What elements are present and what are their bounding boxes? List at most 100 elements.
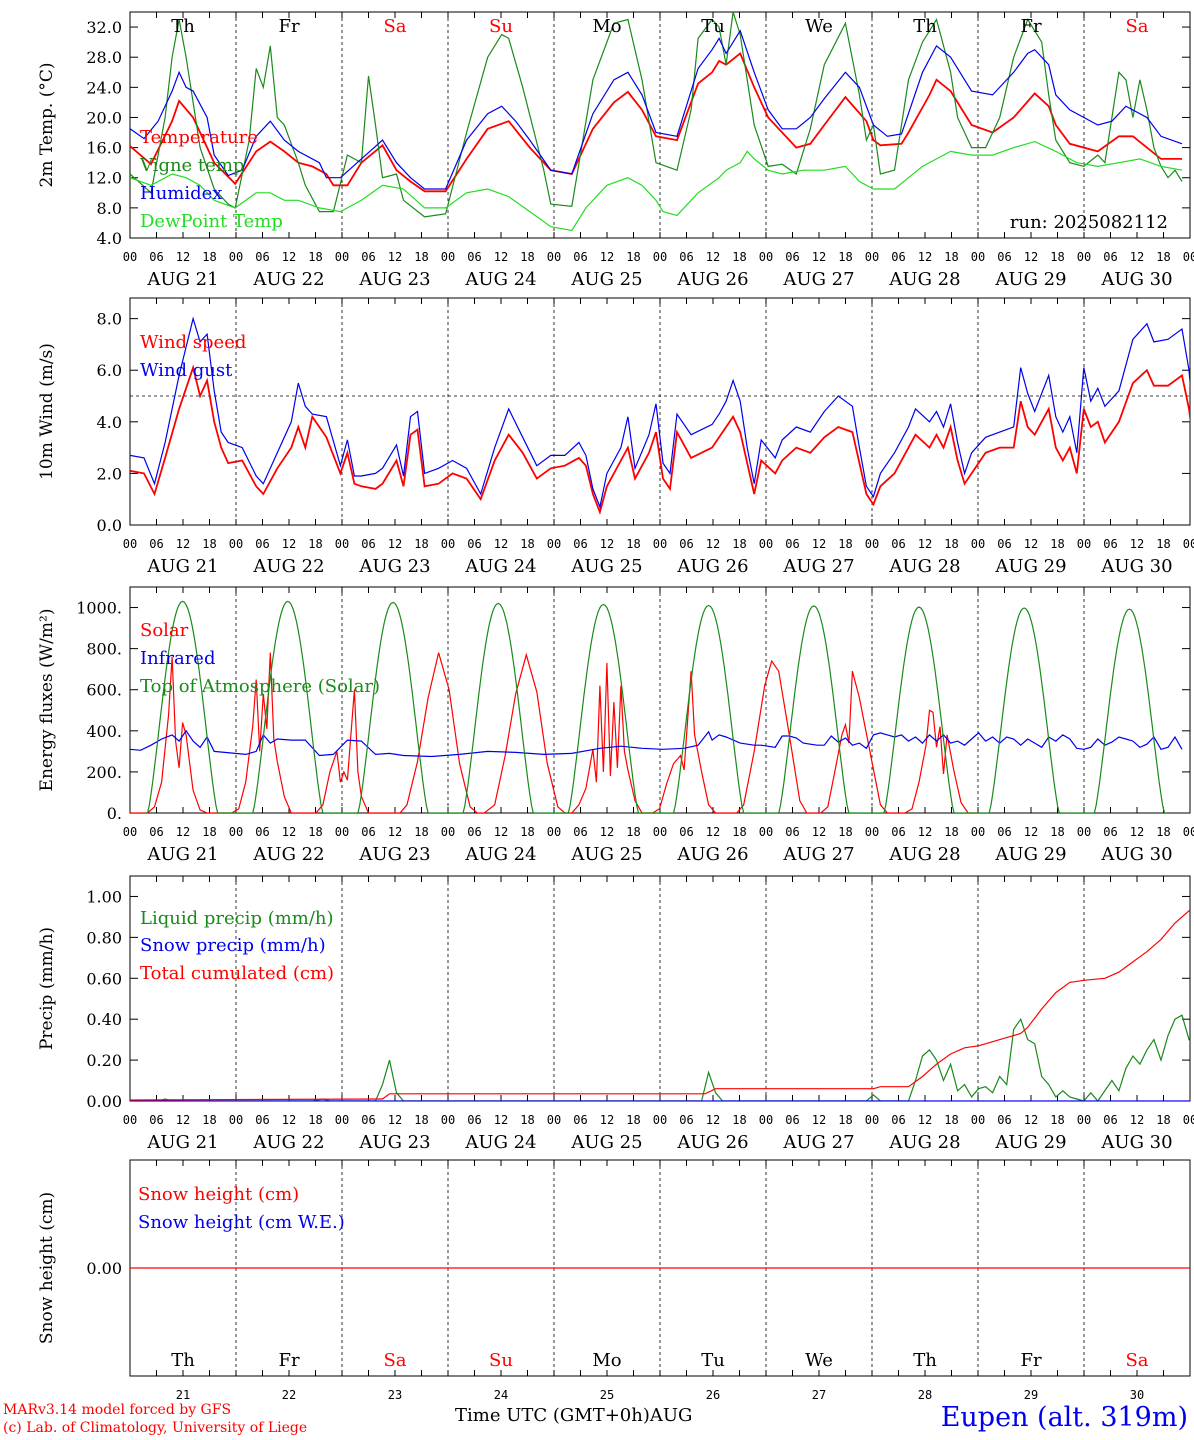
hour-tick-label: 18 [1050,825,1064,839]
day-name-label: Th [171,1350,195,1371]
hour-tick-label: 12 [812,250,826,264]
hour-tick-label: 12 [706,825,720,839]
hour-tick-label: 00 [1077,1113,1091,1127]
series-line [130,908,1190,1101]
hour-tick-label: 00 [759,1113,773,1127]
x-axis-title: Time UTC (GMT+0h) [455,1405,650,1426]
hour-tick-label: 00 [759,825,773,839]
series-line [130,316,1190,510]
hour-tick-label: 06 [255,1113,269,1127]
hour-tick-label: 00 [547,537,561,551]
hour-tick-label: 18 [732,250,746,264]
date-label: AUG 22 [252,556,324,577]
hour-tick-label: 00 [335,537,349,551]
hour-tick-label: 06 [891,1113,905,1127]
y-axis-label: 2m Temp. (°C) [37,62,57,187]
y-tick-label: 0.00 [86,1259,122,1278]
hour-tick-label: 00 [123,825,137,839]
date-label: AUG 24 [464,1132,536,1153]
hour-tick-label: 18 [1050,1113,1064,1127]
hour-tick-label: 00 [335,1113,349,1127]
day-number-label: 22 [282,1388,296,1402]
legend-entry: Wind gust [140,360,233,381]
date-label: AUG 25 [570,269,642,290]
y-axis-label: 10m Wind (m/s) [37,343,57,480]
hour-tick-label: 12 [1024,825,1038,839]
hour-tick-label: 00 [1183,1113,1194,1127]
date-label: AUG 29 [994,1132,1066,1153]
x-axis-month: AUG [649,1405,693,1426]
date-label: AUG 23 [358,844,430,865]
day-name-label: Th [913,1350,937,1371]
hour-tick-label: 00 [1077,537,1091,551]
hour-tick-label: 12 [176,825,190,839]
footer-credit-line: (c) Lab. of Climatology, University of L… [3,1420,308,1436]
hour-tick-label: 12 [494,537,508,551]
day-number-label: 28 [918,1388,932,1402]
date-label: AUG 24 [464,844,536,865]
hour-tick-label: 12 [388,250,402,264]
hour-tick-label: 12 [282,1113,296,1127]
hour-tick-label: 06 [1103,1113,1117,1127]
hour-tick-label: 06 [361,537,375,551]
hour-tick-label: 12 [388,825,402,839]
hour-tick-label: 06 [255,250,269,264]
hour-tick-label: 06 [573,250,587,264]
hour-tick-label: 06 [891,537,905,551]
hour-tick-label: 06 [361,825,375,839]
date-label: AUG 25 [570,556,642,577]
y-tick-label: 0.00 [86,1092,122,1111]
y-tick-label: 600. [86,681,122,700]
hour-tick-label: 18 [626,1113,640,1127]
hour-tick-label: 06 [679,825,693,839]
legend-entry: Vigne temp [139,155,244,176]
hour-tick-label: 06 [467,537,481,551]
legend-entry: Humidex [140,183,222,204]
hour-tick-label: 18 [1050,250,1064,264]
hour-tick-label: 12 [918,250,932,264]
legend-entry: Snow precip (mm/h) [140,935,326,956]
day-name-label: Tu [701,16,725,37]
y-tick-label: 8.0 [97,310,122,329]
date-label: AUG 30 [1100,1132,1172,1153]
hour-tick-label: 06 [573,537,587,551]
hour-tick-label: 12 [600,825,614,839]
day-name-label: Th [913,16,937,37]
hour-tick-label: 12 [706,250,720,264]
hour-tick-label: 06 [891,825,905,839]
hour-tick-label: 00 [653,250,667,264]
date-label: AUG 27 [782,556,854,577]
legend-entry: Infrared [140,648,215,669]
hour-tick-label: 18 [520,250,534,264]
date-label: AUG 28 [888,1132,960,1153]
hour-tick-label: 06 [1103,537,1117,551]
hour-tick-label: 00 [335,825,349,839]
hour-tick-label: 18 [1156,1113,1170,1127]
day-name-label: Fr [1020,16,1041,37]
hour-tick-label: 12 [812,1113,826,1127]
y-tick-label: 16.0 [86,139,122,158]
hour-tick-label: 12 [918,537,932,551]
date-label: AUG 23 [358,1132,430,1153]
hour-tick-label: 00 [653,1113,667,1127]
hour-tick-label: 18 [308,825,322,839]
legend-entry: DewPoint Temp [140,211,283,232]
hour-tick-label: 12 [494,825,508,839]
date-label: AUG 26 [676,269,748,290]
hour-tick-label: 12 [282,250,296,264]
hour-tick-label: 06 [679,250,693,264]
series-line [130,29,1183,190]
y-tick-label: 6.0 [97,361,122,380]
hour-tick-label: 18 [414,825,428,839]
y-tick-label: 20.0 [86,108,122,127]
date-label: AUG 26 [676,1132,748,1153]
hour-tick-label: 12 [282,537,296,551]
hour-tick-label: 00 [123,1113,137,1127]
day-name-label: Th [171,16,195,37]
station-name: Eupen (alt. 319m) [940,1402,1188,1433]
hour-tick-label: 06 [785,537,799,551]
day-number-label: 29 [1024,1388,1038,1402]
hour-tick-label: 00 [1077,250,1091,264]
hour-tick-label: 18 [1156,537,1170,551]
y-tick-label: 2.0 [97,464,122,483]
